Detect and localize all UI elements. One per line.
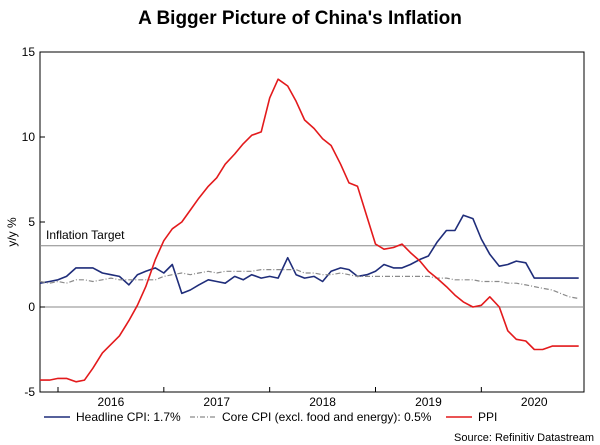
series-line-headline [39, 214, 579, 295]
y-tick-label: 10 [22, 130, 36, 144]
series-line-ppi [40, 78, 579, 383]
legend-label-headline: Headline CPI: 1.7% [76, 410, 181, 424]
y-tick-label: 15 [22, 45, 36, 59]
y-tick-label: 0 [28, 300, 35, 314]
y-tick-label: -5 [24, 385, 35, 399]
x-tick-label: 2018 [309, 395, 336, 409]
legend-label-ppi: PPI [478, 410, 497, 424]
plot-frame [39, 51, 585, 393]
y-axis-label: y/y % [5, 217, 19, 247]
y-tick-label: 5 [28, 215, 35, 229]
reference-lines [40, 245, 584, 308]
y-axis: -5 0 5 10 15 [22, 45, 45, 399]
x-tick-label: 2020 [521, 395, 548, 409]
plot-border [39, 51, 585, 393]
x-tick-label: 2017 [203, 395, 230, 409]
x-tick-label: 2019 [415, 395, 442, 409]
inflation-target-label: Inflation Target [46, 228, 125, 242]
legend-label-core: Core CPI (excl. food and energy): 0.5% [222, 410, 432, 424]
x-axis: 2016 2017 2018 2019 2020 [57, 387, 548, 409]
series-lines [39, 78, 579, 383]
x-tick-label: 2016 [98, 395, 125, 409]
legend: Headline CPI: 1.7% Core CPI (excl. food a… [44, 410, 497, 424]
chart-title: A Bigger Picture of China's Inflation [138, 8, 462, 29]
series-line-core [39, 269, 579, 300]
source-note: Source: Refinitiv Datastream [454, 432, 594, 444]
